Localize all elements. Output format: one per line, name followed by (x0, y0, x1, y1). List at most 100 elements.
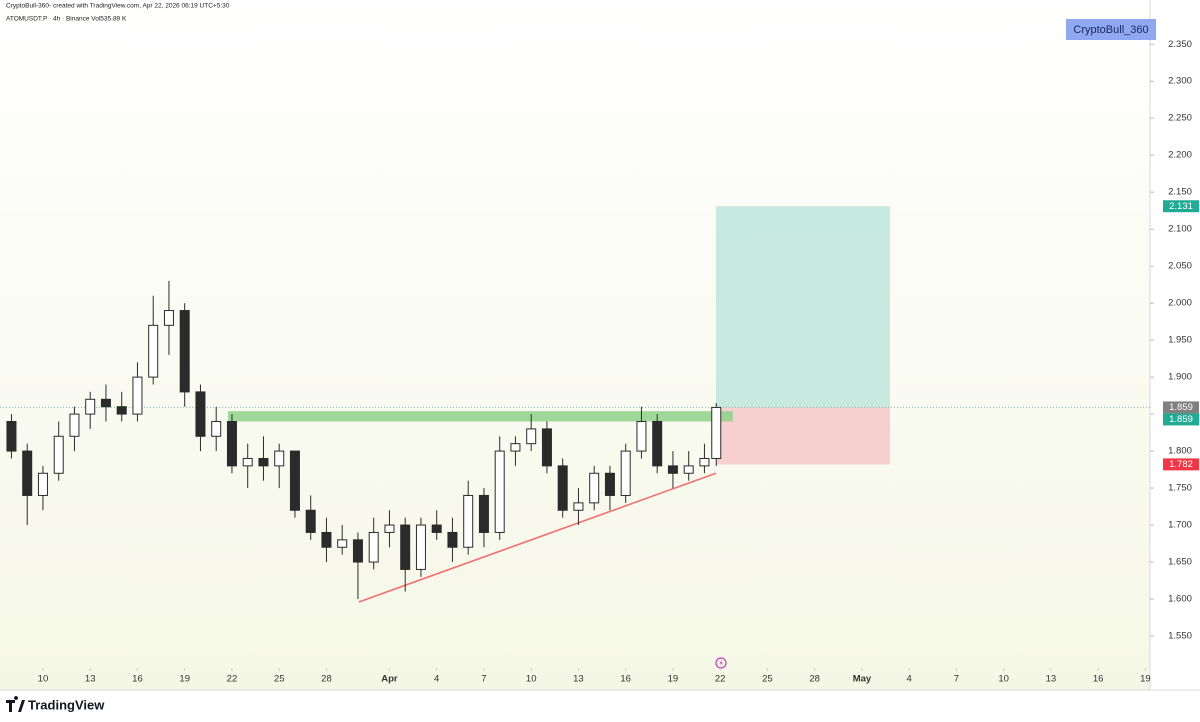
candle-body (321, 531, 332, 548)
candle-body (494, 450, 505, 533)
logo-icon (6, 696, 25, 712)
y-tick-label: 2.100 (1168, 224, 1192, 235)
candle-body (148, 324, 159, 378)
candle-body (510, 443, 521, 452)
x-tick-label: 4 (434, 674, 439, 685)
candle-body (478, 494, 489, 533)
x-tick-label: 10 (998, 674, 1009, 685)
candle-body (163, 310, 174, 326)
x-tick-label: 7 (954, 674, 959, 685)
candle-body (589, 472, 600, 504)
candle-body (289, 450, 300, 511)
x-tick-label: 25 (274, 674, 285, 685)
candle-body (37, 472, 48, 496)
candle-body (352, 539, 363, 563)
candle-body (415, 524, 426, 570)
price-axis-background (1150, 0, 1200, 690)
x-tick-label: 19 (668, 674, 679, 685)
stop-zone (715, 407, 890, 465)
candle-body (242, 457, 253, 467)
candle-body (368, 531, 379, 563)
x-tick-label: 25 (762, 674, 773, 685)
candle-body (53, 435, 64, 474)
entry-price-bg (1163, 413, 1199, 426)
candle-body (226, 420, 237, 467)
x-tick-label: 10 (38, 674, 49, 685)
candle-body (195, 391, 206, 437)
x-tick-label: Apr (381, 674, 398, 685)
x-tick-label: 16 (132, 674, 143, 685)
target-price: 2.131 (1169, 201, 1193, 212)
candle-body (447, 531, 458, 548)
footer-brand: TradingView (28, 697, 105, 712)
y-tick-label: 1.600 (1168, 594, 1192, 605)
candle-body (400, 524, 411, 570)
candle-body (100, 398, 111, 408)
x-tick-label: 16 (1093, 674, 1104, 685)
candle-body (526, 428, 537, 445)
candle-body (305, 509, 316, 533)
candle-body (337, 539, 348, 548)
y-tick-label: 1.750 (1168, 483, 1192, 494)
candle-body (211, 420, 222, 437)
candle-body (6, 420, 17, 452)
x-tick-label: May (853, 674, 872, 685)
candle-body (384, 524, 395, 533)
y-tick-label: 2.300 (1168, 76, 1192, 87)
candle-body (620, 450, 631, 496)
x-tick-label: 19 (179, 674, 190, 685)
y-tick-label: 2.050 (1168, 261, 1192, 272)
plot-background (0, 0, 1150, 690)
y-tick-label: 2.000 (1168, 298, 1192, 309)
stop-price: 1.782 (1169, 459, 1193, 470)
x-tick-label: 13 (85, 674, 96, 685)
y-tick-label: 2.150 (1168, 187, 1192, 198)
entry-price: 1.859 (1169, 414, 1193, 425)
x-tick-label: 19 (1140, 674, 1151, 685)
x-tick-label: 22 (715, 674, 726, 685)
candle-body (116, 406, 127, 415)
event-icon-bolt (719, 659, 723, 667)
y-tick-label: 2.200 (1168, 150, 1192, 161)
x-tick-label: 13 (1046, 674, 1057, 685)
candle-body (463, 494, 474, 548)
y-tick-label: 2.350 (1168, 39, 1192, 50)
candle-body (636, 420, 647, 452)
resistance-zone (228, 411, 733, 422)
y-tick-label: 1.900 (1168, 372, 1192, 383)
target-zone (715, 206, 890, 408)
candle-body (85, 398, 96, 415)
candle-body (179, 310, 190, 393)
y-tick-label: 1.650 (1168, 557, 1192, 568)
candle-body (573, 502, 584, 511)
y-tick-label: 2.250 (1168, 113, 1192, 124)
candle-body (557, 465, 568, 511)
candle-body (652, 420, 663, 467)
watermark-box (1066, 19, 1156, 40)
footer-logo: TradingView (6, 696, 105, 712)
x-tick-label: 7 (481, 674, 486, 685)
candle-body (431, 524, 442, 533)
x-tick-label: 16 (620, 674, 631, 685)
y-tick-label: 1.800 (1168, 446, 1192, 457)
y-tick-label: 1.950 (1168, 335, 1192, 346)
watermark: CryptoBull_360 (1073, 24, 1148, 36)
trendline (358, 472, 717, 603)
x-tick-label: 28 (321, 674, 332, 685)
marks (0, 206, 1150, 603)
last-price: 1.859 (1169, 402, 1193, 413)
event-icon[interactable] (715, 657, 727, 669)
candle-body (69, 413, 80, 437)
candle-body (699, 457, 710, 467)
credit: CryptoBull-360- created with TradingView… (6, 3, 230, 10)
last-price-bg (1163, 401, 1199, 414)
candle-body (541, 428, 552, 467)
candle-body (22, 450, 33, 496)
y-tick-label: 1.700 (1168, 520, 1192, 531)
candle-body (258, 457, 269, 467)
candle-body (683, 465, 694, 474)
y-tick-label: 1.550 (1168, 631, 1192, 642)
x-tick-label: 13 (573, 674, 584, 685)
